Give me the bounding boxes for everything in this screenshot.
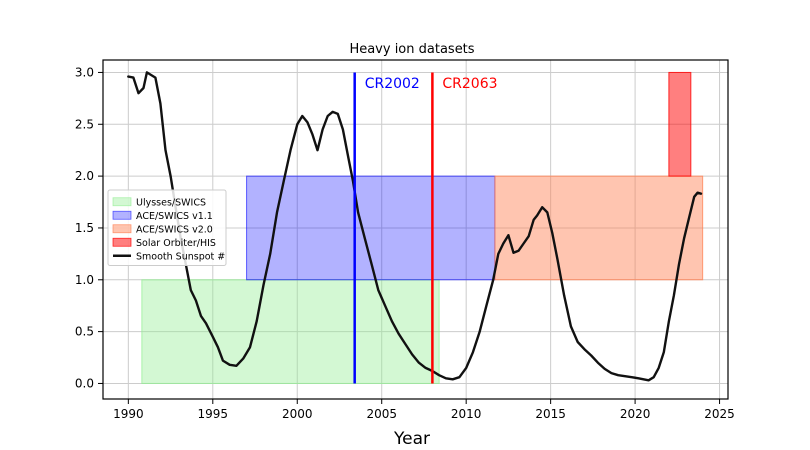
legend-swatch (112, 210, 132, 220)
shaded-regions (141, 71, 704, 384)
x-tick-label: 2020 (620, 407, 651, 421)
vline-label-cr2002: CR2002 (365, 76, 420, 92)
y-tick-label: 2.5 (75, 117, 94, 131)
region-solar-orbiter-his (668, 71, 692, 177)
vertical-lines: CR2002 CR2063 (353, 72, 498, 384)
series-line-sunspot (127, 71, 703, 382)
axes: 1990 1995 2000 2005 2010 2015 2020 2025 0.0 0.5 1.… (75, 59, 735, 421)
plot-frame (102, 59, 729, 400)
legend-box (107, 189, 227, 266)
legend-label: ACE/SWICS v2.0 (136, 224, 213, 235)
region-ace-swics-v2-0 (494, 175, 704, 281)
vline-label-cr2063: CR2063 (442, 76, 497, 92)
legend: Ulysses/SWICS ACE/SWICS v1.1 ACE/SWICS v2.… (107, 189, 227, 266)
x-tick-label: 2015 (535, 407, 566, 421)
chart-title: Heavy ion datasets (349, 42, 474, 57)
legend-label: ACE/SWICS v1.1 (136, 211, 213, 222)
y-tick-label: 2.0 (75, 169, 94, 183)
x-tick-label: 1995 (198, 407, 229, 421)
x-tick-label: 2025 (704, 407, 735, 421)
legend-label: Smooth Sunspot # (136, 251, 225, 262)
y-tick-label: 0.0 (75, 376, 94, 390)
legend-label: Solar Orbiter/HIS (136, 238, 216, 249)
x-tick-label: 2005 (366, 407, 397, 421)
y-tick-label: 3.0 (75, 65, 94, 79)
y-tick-label: 1.5 (75, 221, 94, 235)
legend-swatch (112, 237, 132, 247)
legend-label: Ulysses/SWICS (136, 197, 206, 208)
legend-swatch (112, 224, 132, 234)
x-tick-label: 1990 (113, 407, 144, 421)
series-layer (127, 71, 703, 382)
y-tick-label: 1.0 (75, 273, 94, 287)
x-tick-label: 2010 (451, 407, 482, 421)
legend-swatch (112, 197, 132, 207)
region-ulysses-swics (141, 279, 440, 384)
y-tick-label: 0.5 (75, 325, 94, 339)
x-axis-label: Year (393, 429, 430, 449)
x-tick-label: 2000 (282, 407, 313, 421)
